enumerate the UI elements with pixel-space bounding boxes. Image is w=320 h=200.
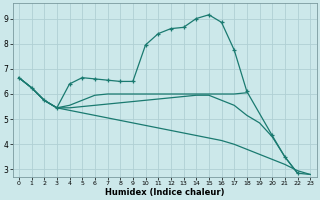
X-axis label: Humidex (Indice chaleur): Humidex (Indice chaleur) [105, 188, 224, 197]
